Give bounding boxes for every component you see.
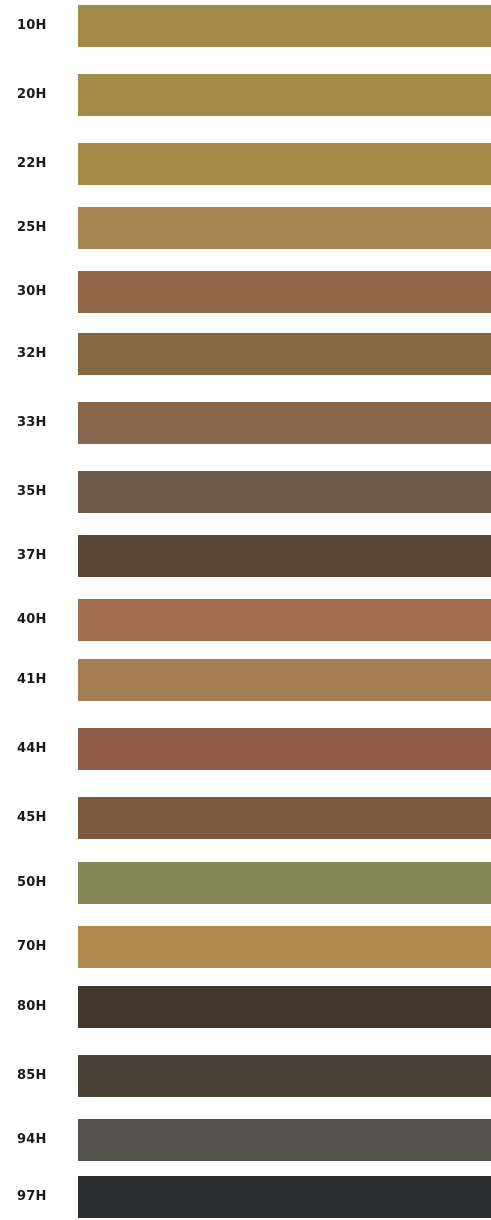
swatch-label: 80H: [17, 999, 47, 1014]
swatch-row-30h: 30H: [0, 271, 491, 313]
swatch-label: 70H: [17, 939, 47, 954]
swatch-label: 44H: [17, 741, 47, 756]
color-swatch: [78, 402, 491, 444]
color-swatch: [78, 471, 491, 513]
color-swatch: [78, 986, 491, 1028]
color-swatch: [78, 862, 491, 904]
swatch-label: 32H: [17, 346, 47, 361]
swatch-label: 33H: [17, 415, 47, 430]
swatch-row-10h: 10H: [0, 5, 491, 47]
swatch-label: 50H: [17, 875, 47, 890]
color-swatch: [78, 74, 491, 116]
swatch-row-20h: 20H: [0, 74, 491, 116]
color-swatch: [78, 599, 491, 641]
swatch-row-37h: 37H: [0, 535, 491, 577]
color-swatch: [78, 1119, 491, 1161]
swatch-row-85h: 85H: [0, 1055, 491, 1097]
swatch-label: 41H: [17, 672, 47, 687]
swatch-row-50h: 50H: [0, 862, 491, 904]
color-swatch: [78, 535, 491, 577]
swatch-label: 10H: [17, 18, 47, 33]
swatch-row-80h: 80H: [0, 986, 491, 1028]
swatch-label: 97H: [17, 1189, 47, 1204]
swatch-label: 40H: [17, 612, 47, 627]
swatch-label: 94H: [17, 1132, 47, 1147]
swatch-label: 37H: [17, 548, 47, 563]
swatch-row-25h: 25H: [0, 207, 491, 249]
swatch-row-94h: 94H: [0, 1119, 491, 1161]
swatch-row-45h: 45H: [0, 797, 491, 839]
color-swatch: [78, 5, 491, 47]
color-swatch: [78, 271, 491, 313]
swatch-label: 22H: [17, 156, 47, 171]
color-swatch: [78, 207, 491, 249]
swatch-label: 35H: [17, 484, 47, 499]
swatch-label: 25H: [17, 220, 47, 235]
swatch-row-70h: 70H: [0, 926, 491, 968]
swatch-row-32h: 32H: [0, 333, 491, 375]
swatch-label: 30H: [17, 284, 47, 299]
color-swatch: [78, 797, 491, 839]
swatch-row-33h: 33H: [0, 402, 491, 444]
color-swatch: [78, 926, 491, 968]
swatch-row-41h: 41H: [0, 659, 491, 701]
swatch-row-40h: 40H: [0, 599, 491, 641]
swatch-label: 20H: [17, 87, 47, 102]
color-swatch: [78, 659, 491, 701]
color-swatch: [78, 1055, 491, 1097]
color-swatch: [78, 143, 491, 185]
color-swatch: [78, 333, 491, 375]
color-swatch: [78, 1176, 491, 1218]
swatch-label: 45H: [17, 810, 47, 825]
swatch-row-22h: 22H: [0, 143, 491, 185]
swatch-row-97h: 97H: [0, 1176, 491, 1218]
swatch-label: 85H: [17, 1068, 47, 1083]
color-swatch: [78, 728, 491, 770]
swatch-row-35h: 35H: [0, 471, 491, 513]
swatch-row-44h: 44H: [0, 728, 491, 770]
